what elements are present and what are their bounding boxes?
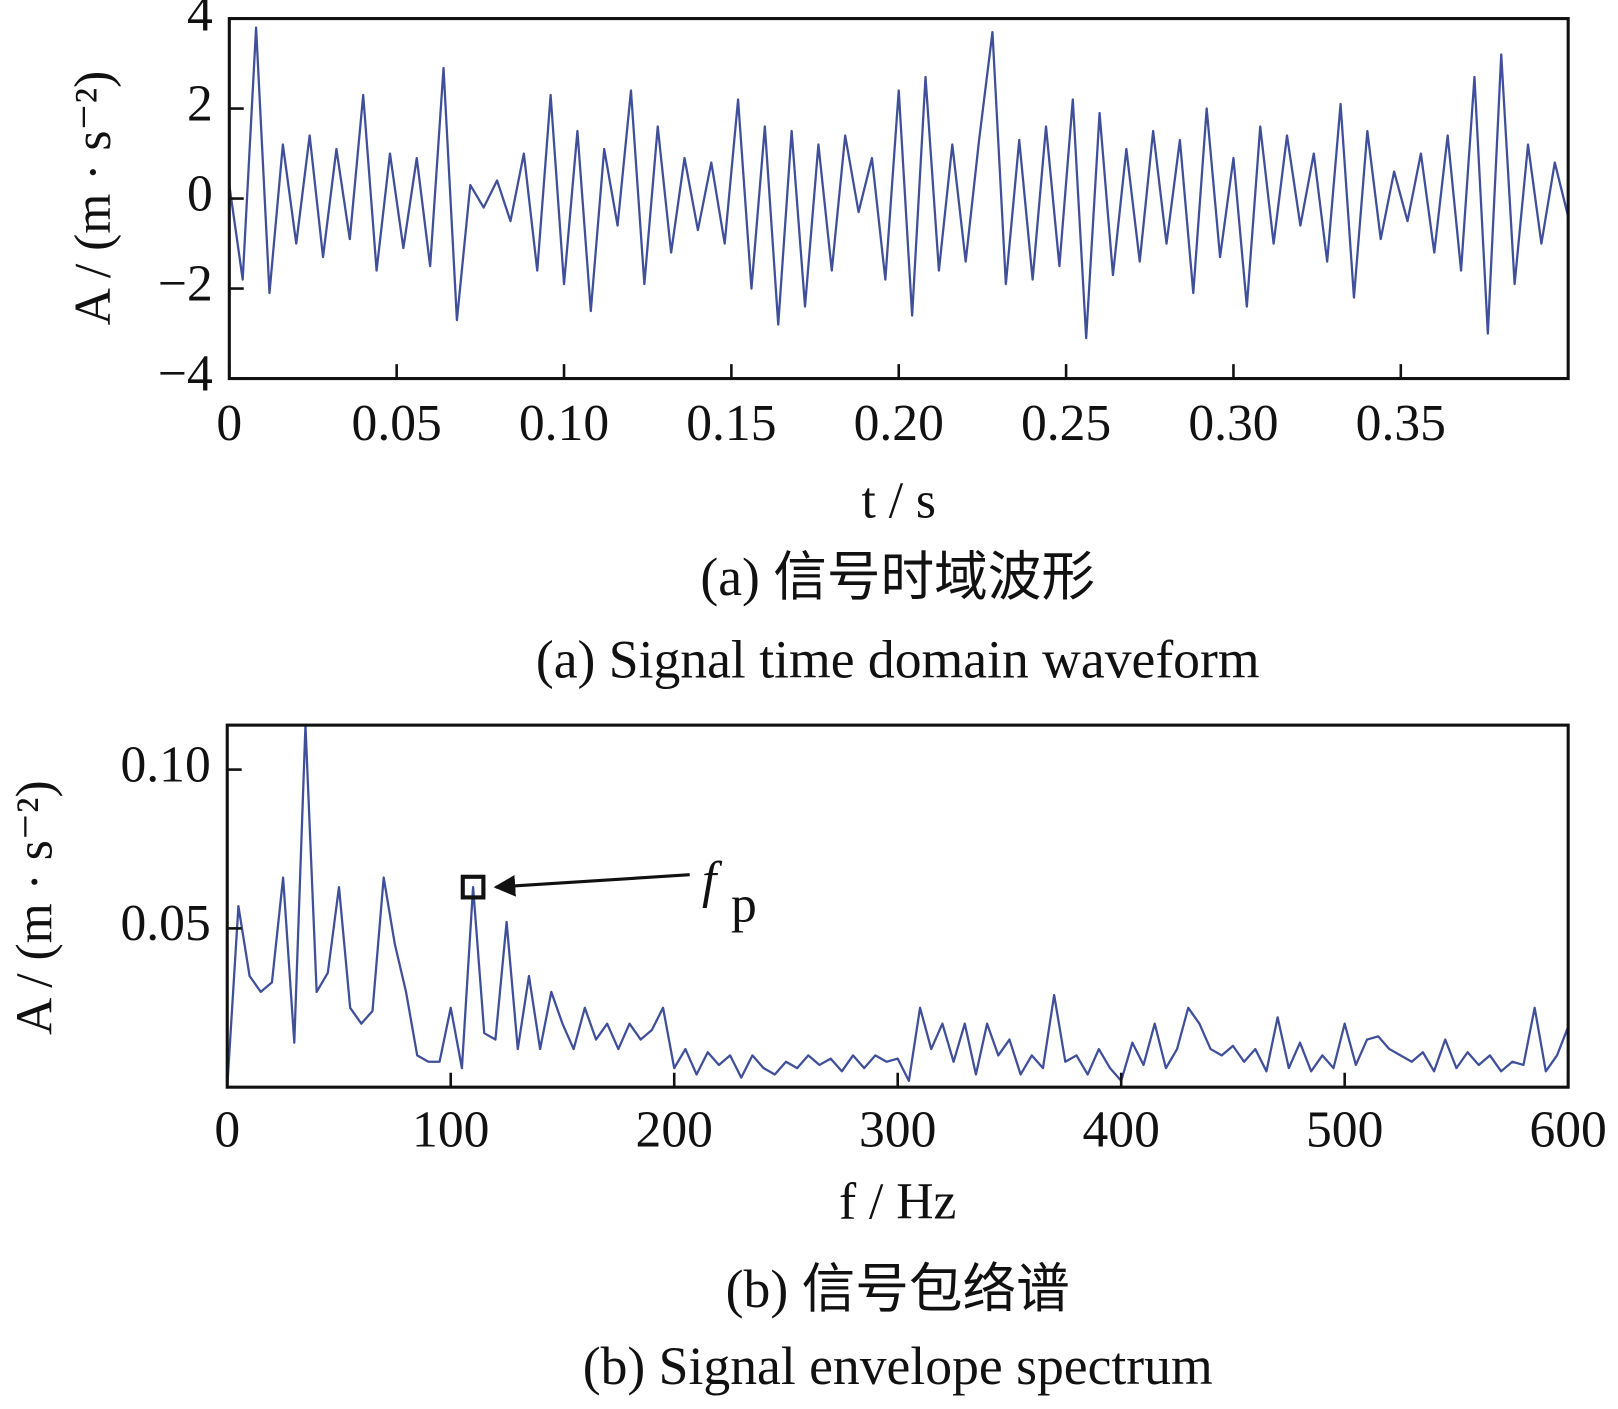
- y-tick-label: 0.10: [121, 736, 211, 793]
- x-tick-label: 0.05: [352, 395, 442, 452]
- y-tick-label: 0.05: [121, 895, 211, 952]
- signal-line: [227, 725, 1569, 1088]
- x-tick-label: 0.25: [1021, 395, 1111, 452]
- y-tick-label: −2: [158, 255, 213, 312]
- plot-frame: [225, 723, 1570, 1089]
- y-tick-label: 0: [187, 165, 213, 222]
- x-tick-label: 0: [216, 395, 242, 452]
- x-tick-label: 0.35: [1356, 395, 1446, 452]
- caption-en: (b) Signal envelope spectrum: [583, 1336, 1213, 1396]
- annotation-label: f: [702, 852, 723, 909]
- x-tick-label: 500: [1306, 1101, 1383, 1158]
- x-axis-label: f / Hz: [839, 1174, 956, 1231]
- x-tick-label: 300: [859, 1101, 936, 1158]
- x-tick-label: 0.10: [519, 395, 609, 452]
- caption-en: (a) Signal time domain waveform: [536, 630, 1260, 690]
- x-tick-label: 0.15: [686, 395, 776, 452]
- x-tick-label: 100: [412, 1101, 489, 1158]
- x-tick-label: 600: [1529, 1101, 1606, 1158]
- annotation-subscript: p: [731, 877, 757, 934]
- x-tick-label: 0.30: [1188, 395, 1278, 452]
- y-tick-label: 2: [187, 75, 213, 132]
- caption-cn: (a) 信号时域波形: [700, 547, 1095, 607]
- caption-cn: (b) 信号包络谱: [726, 1259, 1070, 1319]
- x-tick-label: 400: [1083, 1101, 1160, 1158]
- y-axis-label: A / (m · s⁻²): [65, 71, 122, 326]
- x-axis-label: t / s: [861, 472, 935, 529]
- y-tick-label: −4: [158, 345, 213, 402]
- x-tick-label: 0.20: [854, 395, 944, 452]
- annotation-arrow: [493, 873, 690, 897]
- x-tick-label: 200: [636, 1101, 713, 1158]
- peak-marker: [460, 874, 486, 900]
- y-axis-label: A / (m · s⁻²): [6, 780, 63, 1035]
- x-tick-label: 0: [214, 1101, 240, 1158]
- signal-line: [229, 26, 1569, 340]
- plot-frame: [227, 17, 1570, 381]
- y-tick-label: 4: [187, 0, 213, 42]
